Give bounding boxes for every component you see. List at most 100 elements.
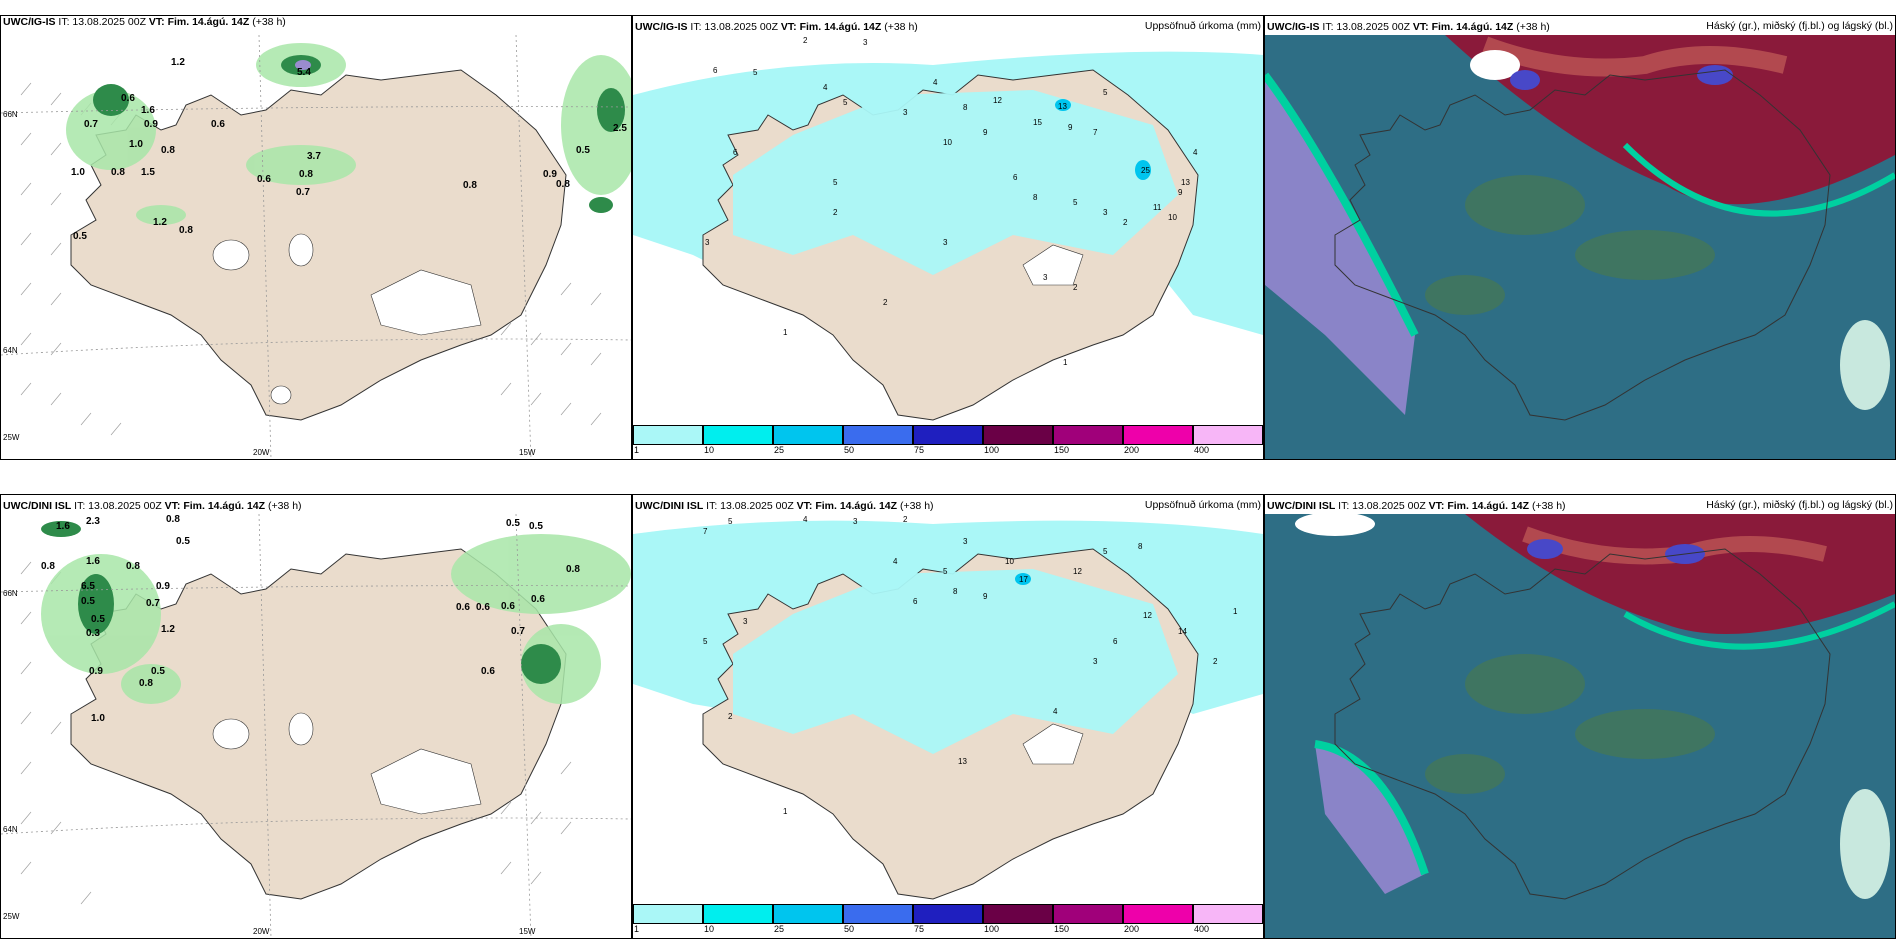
precip-value: 14 [1178,627,1187,636]
precip-value: 8 [1138,542,1143,551]
precip-value: 9 [1178,188,1183,197]
precip-value: 8 [1033,193,1038,202]
precip-value: 2 [1073,283,1078,292]
colorbar-swatch [703,904,773,924]
colorbar-tick: 400 [1194,445,1210,455]
precip-value: 4 [803,515,808,524]
precip-value: 0.9 [156,581,170,592]
precip-value: 1.6 [86,556,100,567]
precip-value: 5 [753,68,758,77]
panel-wind-precip-igis: UWC/IG-IS IT: 13.08.2025 00Z VT: Fim. 14… [0,15,632,460]
colorbar-tick: 1 [634,445,640,455]
colorbar-swatch [773,425,843,445]
precip-value: 0.8 [111,167,125,178]
colorbar-swatch [633,425,703,445]
panel-title-right: Uppsöfnuð úrkoma (mm) [1144,499,1261,511]
precip-value: 3 [943,238,948,247]
precip-value: 1 [783,328,788,337]
precip-value: 0.7 [511,626,525,637]
lat-tick: 25W [3,433,20,442]
precip-value: 0.7 [146,598,160,609]
map-clouds[interactable] [1265,35,1895,459]
precip-value: 1.2 [153,217,167,228]
colorbar-tick: 1 [634,924,640,934]
precip-value: 25 [1141,166,1150,175]
precip-value: 4 [933,78,938,87]
precip-value: 2 [803,36,808,45]
precip-value: 1 [783,807,788,816]
precip-value: 13 [1181,178,1190,187]
precip-value: 6 [1013,173,1018,182]
precip-value: 13 [1058,102,1067,111]
precip-value: 0.6 [257,174,271,185]
precip-value: 6 [713,66,718,75]
colorbar-tick: 25 [774,924,785,934]
precip-value: 5 [943,567,948,576]
precip-value: 17 [1019,575,1028,584]
lon-tick: 15W [519,927,536,936]
precip-value: 6 [1113,637,1118,646]
lat-tick: 66N [3,110,18,119]
colorbar-swatch [843,904,913,924]
colorbar-tick: 10 [704,445,715,455]
precip-value: 1.2 [161,624,175,635]
panel-wind-precip-dini: UWC/DINI ISL IT: 13.08.2025 00Z VT: Fim.… [0,494,632,939]
panel-title-right: Háský (gr.), miðský (fj.bl.) og lágský (… [1706,499,1893,511]
colorbar-swatch [913,425,983,445]
precip-value: 12 [1073,567,1082,576]
precip-value: 3 [853,517,858,526]
precip-value: 3 [1093,657,1098,666]
precip-value: 3 [903,108,908,117]
lat-tick: 66N [3,589,18,598]
precip-value: 0.6 [456,602,470,613]
precip-value: 5 [843,98,848,107]
precip-value: 12 [1143,611,1152,620]
precip-value: 0.8 [166,514,180,525]
lat-tick: 25W [3,912,20,921]
precip-value: 2 [728,712,733,721]
colorbar-swatch [773,904,843,924]
precip-value: 0.6 [476,602,490,613]
colorbar-tick: 10 [704,924,715,934]
precip-value: 0.9 [89,666,103,677]
precip-value: 1.6 [56,521,70,532]
precip-value: 4 [1193,148,1198,157]
map-wind-precip[interactable]: 1.2 5.4 0.7 1.6 0.6 0.9 0.6 1.5 0.8 1.0 … [1,35,631,459]
panel-precip-dini: UWC/DINI ISL IT: 13.08.2025 00Z VT: Fim.… [632,494,1264,939]
precip-value: 0.5 [576,145,590,156]
precip-value: 2 [833,208,838,217]
precip-value: 4 [823,83,828,92]
precip-value: 0.6 [481,666,495,677]
precip-value: 3.7 [307,151,321,162]
panel-clouds-igis: UWC/IG-IS IT: 13.08.2025 00Z VT: Fim. 14… [1264,15,1896,460]
colorbar-swatch [1053,904,1123,924]
precip-value: 9 [983,592,988,601]
map-clouds[interactable] [1265,514,1895,938]
colorbar-swatch [843,425,913,445]
precip-value: 1.0 [129,139,143,150]
colorbar-swatch [1053,425,1123,445]
colorbar-tick: 150 [1054,924,1070,934]
precip-value: 1.5 [141,167,155,178]
precip-value: 2.5 [613,123,627,134]
lat-tick: 64N [3,825,18,834]
map-wind-precip[interactable]: 1.6 2.3 0.8 0.5 0.8 1.6 0.8 0.5 6.5 0.9 … [1,514,631,938]
precip-value: 8 [953,587,958,596]
panel-header: UWC/DINI ISL IT: 13.08.2025 00Z VT: Fim.… [3,500,302,512]
precip-value: 0.7 [84,119,98,130]
panel-header: UWC/DINI ISL IT: 13.08.2025 00Z VT: Fim.… [635,500,934,512]
precip-value: 1.2 [171,57,185,68]
precip-value: 0.3 [86,628,100,639]
precip-value: 0.8 [126,561,140,572]
precip-value: 0.8 [566,564,580,575]
lon-tick: 20W [253,448,270,457]
precip-value: 3 [743,617,748,626]
colorbar: 1 10 25 50 75 100 150 200 400 [633,425,1263,457]
colorbar-tick: 50 [844,445,855,455]
precip-value: 0.8 [139,678,153,689]
map-precip[interactable]: 2 3 6 5 4 5 3 4 8 9 10 12 13 15 9 7 5 6 … [633,35,1263,427]
precip-value: 2 [883,298,888,307]
lon-tick: 20W [253,927,270,936]
map-precip[interactable]: 7 5 4 3 2 3 4 5 6 8 9 10 12 17 5 8 14 12… [633,514,1263,906]
precip-value: 0.6 [211,119,225,130]
